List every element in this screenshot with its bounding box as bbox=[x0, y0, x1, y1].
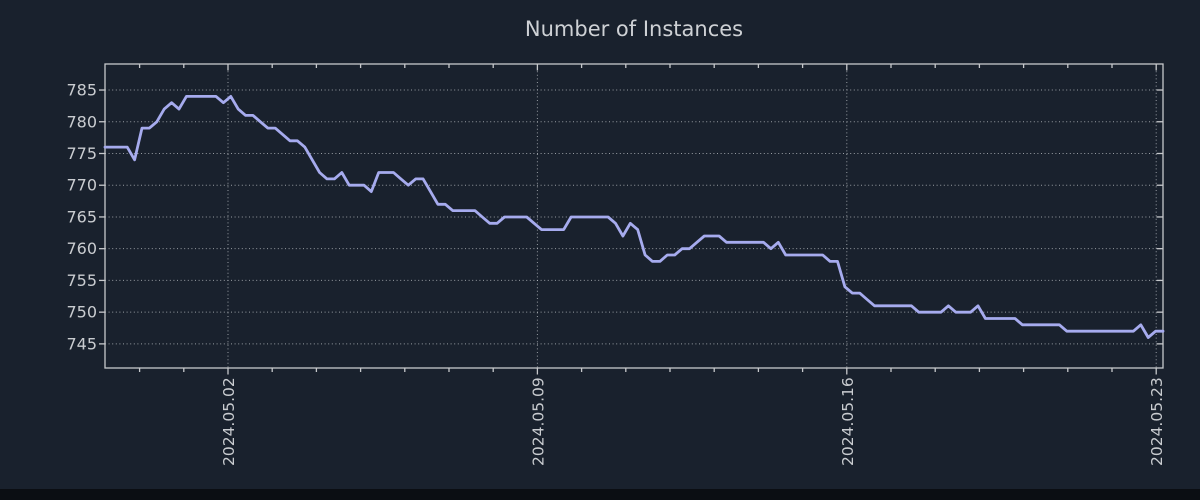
y-tick-label: 750 bbox=[66, 303, 97, 322]
y-tick-label: 785 bbox=[66, 81, 97, 100]
y-tick-label: 770 bbox=[66, 176, 97, 195]
y-tick-label: 780 bbox=[66, 112, 97, 131]
x-tick-label: 2024.05.09 bbox=[529, 377, 547, 466]
chart-title: Number of Instances bbox=[524, 17, 744, 41]
y-tick-label: 775 bbox=[66, 144, 97, 163]
series-line bbox=[103, 95, 1165, 339]
y-tick-label: 755 bbox=[66, 271, 97, 290]
x-tick-label: 2024.05.02 bbox=[220, 377, 238, 466]
bottom-edge-bar bbox=[0, 489, 1200, 500]
y-tick-label: 760 bbox=[66, 239, 97, 258]
plot-border bbox=[104, 63, 1164, 369]
y-tick-label: 745 bbox=[66, 334, 97, 353]
x-tick-label: 2024.05.16 bbox=[839, 377, 857, 466]
x-tick-label: 2024.05.23 bbox=[1148, 377, 1166, 466]
y-tick-label: 765 bbox=[66, 207, 97, 226]
